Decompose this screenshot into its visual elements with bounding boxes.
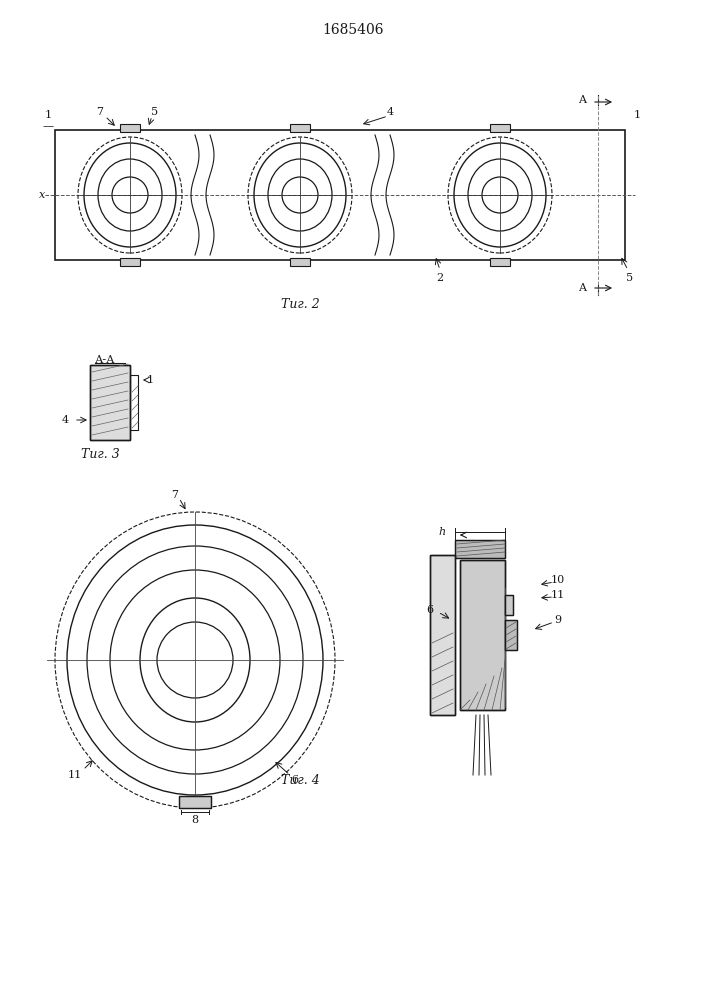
Text: 11: 11: [68, 770, 82, 780]
Bar: [290, 124, 310, 132]
Text: —: —: [42, 121, 54, 131]
Text: 1685406: 1685406: [322, 23, 384, 37]
Text: 4: 4: [387, 107, 394, 117]
Bar: [460, 560, 505, 710]
Text: 5: 5: [151, 107, 158, 117]
Bar: [120, 124, 140, 132]
Text: 7: 7: [96, 107, 103, 117]
Text: 11: 11: [551, 590, 565, 600]
Text: 2: 2: [436, 273, 443, 283]
Bar: [490, 258, 510, 266]
Text: Τиг. 2: Τиг. 2: [281, 298, 320, 312]
Bar: [455, 540, 505, 558]
Text: 7: 7: [172, 490, 178, 500]
Bar: [455, 540, 505, 558]
Text: 4: 4: [62, 415, 69, 425]
Bar: [290, 258, 310, 266]
Bar: [505, 595, 513, 615]
Text: Τиг. 3: Τиг. 3: [81, 448, 119, 462]
Bar: [120, 258, 140, 266]
Text: А-А: А-А: [95, 355, 115, 365]
Text: x: x: [39, 190, 45, 200]
Bar: [55, 130, 625, 260]
Text: 1: 1: [633, 110, 641, 120]
Bar: [490, 124, 510, 132]
Bar: [430, 555, 455, 715]
Text: 5: 5: [626, 273, 633, 283]
Text: 1: 1: [146, 375, 153, 385]
Bar: [460, 560, 505, 710]
Text: Τиг. 4: Τиг. 4: [281, 774, 320, 786]
Bar: [179, 796, 211, 808]
Bar: [505, 620, 517, 650]
Bar: [90, 365, 130, 440]
Text: 8: 8: [192, 815, 199, 825]
Text: 1: 1: [45, 110, 52, 120]
Bar: [179, 796, 211, 808]
Text: A: A: [578, 283, 586, 293]
Bar: [430, 555, 455, 715]
Text: A: A: [578, 95, 586, 105]
Bar: [90, 365, 130, 440]
Text: 9: 9: [554, 615, 561, 625]
Bar: [130, 375, 138, 430]
Bar: [505, 595, 513, 615]
Bar: [505, 620, 517, 650]
Text: h: h: [438, 527, 445, 537]
Text: 6: 6: [291, 775, 298, 785]
Text: 6: 6: [426, 605, 433, 615]
Text: 10: 10: [551, 575, 565, 585]
